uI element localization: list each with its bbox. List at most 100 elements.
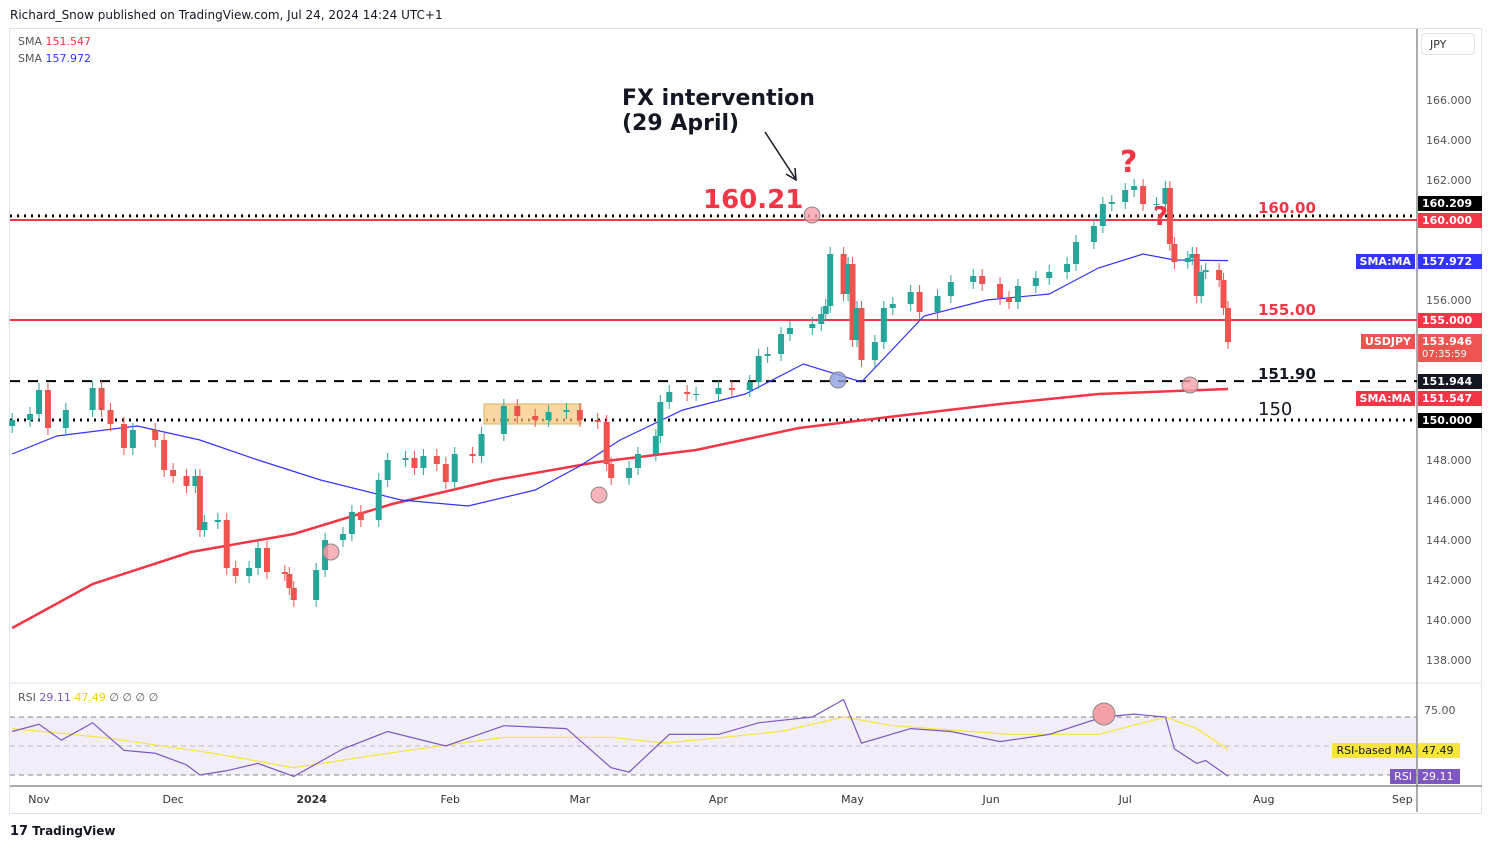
legend-value: ∅ ∅ ∅ ∅ bbox=[109, 691, 159, 704]
price-tag: 157.972 bbox=[1418, 254, 1482, 269]
highlight-circle bbox=[803, 206, 821, 224]
x-tick-label: Dec bbox=[162, 793, 183, 806]
candle-body bbox=[979, 276, 986, 284]
y-tick-label: 138.000 bbox=[1426, 654, 1472, 667]
candle-body bbox=[728, 388, 735, 390]
candle-body bbox=[934, 296, 941, 312]
candle-body bbox=[889, 304, 896, 308]
candle-body bbox=[715, 388, 722, 394]
candle-body bbox=[348, 512, 355, 534]
legend-rsi: RSI 29.11 47.49 ∅ ∅ ∅ ∅ bbox=[18, 691, 158, 704]
legend-label: RSI bbox=[18, 691, 36, 704]
candle-body bbox=[375, 480, 382, 520]
legend-value: 29.11 bbox=[39, 691, 71, 704]
y-tick-label: 144.000 bbox=[1426, 534, 1472, 547]
annotation-fx-intervention: FX intervention bbox=[622, 86, 815, 111]
candle-body bbox=[755, 356, 762, 382]
candle-body bbox=[1225, 308, 1232, 342]
candle-body bbox=[500, 406, 507, 434]
candle-body bbox=[880, 308, 887, 342]
annotation-151-90: 151.90 bbox=[1258, 365, 1316, 383]
candle-body bbox=[845, 264, 852, 294]
candle-body bbox=[27, 414, 34, 420]
candle-body bbox=[478, 434, 485, 456]
rsi-label-tag: RSI-based MA bbox=[1332, 743, 1416, 758]
y-tick-label: 140.000 bbox=[1426, 614, 1472, 627]
candle-body bbox=[827, 254, 834, 306]
highlight-circle bbox=[590, 486, 608, 504]
y-tick-label: 146.000 bbox=[1426, 494, 1472, 507]
candle-body bbox=[608, 464, 615, 478]
candle-body bbox=[858, 308, 865, 360]
candle-body bbox=[997, 284, 1004, 298]
candle-body bbox=[666, 392, 673, 402]
candle-body bbox=[1162, 188, 1169, 204]
annotation-peak: 160.21 bbox=[703, 185, 803, 215]
x-tick-label: Jul bbox=[1118, 793, 1132, 806]
candle-body bbox=[626, 468, 633, 478]
candle-body bbox=[9, 420, 16, 426]
currency-button[interactable]: JPY bbox=[1421, 33, 1475, 55]
candle-body bbox=[1216, 270, 1223, 280]
candle-body bbox=[170, 470, 177, 476]
candle-body bbox=[1184, 258, 1191, 262]
rsi-value-tag: 47.49 bbox=[1418, 743, 1460, 758]
candle-body bbox=[545, 412, 552, 420]
legend-sma200: SMA 151.547 bbox=[18, 35, 91, 48]
y-tick-label: 166.000 bbox=[1426, 94, 1472, 107]
candle-body bbox=[281, 572, 288, 574]
legend-label: SMA bbox=[18, 52, 42, 65]
candle-body bbox=[786, 328, 793, 334]
candle-body bbox=[89, 388, 96, 410]
x-tick-label: Apr bbox=[709, 793, 729, 806]
candle-body bbox=[1198, 272, 1205, 296]
candle-body bbox=[684, 392, 691, 394]
highlight-circle bbox=[322, 543, 340, 561]
candle-body bbox=[1140, 186, 1147, 204]
candle-body bbox=[107, 410, 114, 424]
highlight-circle bbox=[829, 371, 847, 389]
candle-body bbox=[36, 390, 42, 414]
sma200-line bbox=[11, 387, 1229, 630]
candle-body bbox=[947, 282, 954, 296]
x-tick-label: Aug bbox=[1253, 793, 1274, 806]
arrow-head-icon bbox=[785, 167, 797, 182]
candle-body bbox=[840, 254, 847, 294]
highlight-circle bbox=[1092, 702, 1116, 726]
candle-body bbox=[1220, 280, 1227, 308]
candle-body bbox=[420, 456, 427, 468]
candle-body bbox=[822, 306, 829, 314]
annotation-fx-date: (29 April) bbox=[622, 111, 739, 136]
candle-body bbox=[1099, 204, 1106, 226]
candle-body bbox=[183, 476, 190, 486]
candle-body bbox=[339, 534, 346, 540]
candle-body bbox=[809, 324, 816, 328]
price-tag: 151.547 bbox=[1418, 391, 1482, 406]
legend-label: SMA bbox=[18, 35, 42, 48]
candle-body bbox=[1171, 244, 1178, 262]
price-tag: 150.000 bbox=[1418, 413, 1482, 428]
annotation-150: 150 bbox=[1258, 399, 1292, 420]
candle-body bbox=[232, 568, 239, 576]
candle-body bbox=[129, 430, 136, 448]
annotation-160: 160.00 bbox=[1258, 199, 1316, 217]
annotation-question: ? bbox=[1120, 145, 1137, 180]
candle-body bbox=[196, 476, 203, 530]
candle-body bbox=[192, 476, 199, 486]
candle-body bbox=[442, 464, 449, 482]
candle-body bbox=[1014, 286, 1021, 302]
y-tick-label: 162.000 bbox=[1426, 174, 1472, 187]
candle-body bbox=[532, 416, 539, 420]
candle-body bbox=[290, 588, 297, 600]
y-tick-label: 164.000 bbox=[1426, 134, 1472, 147]
candle-body bbox=[849, 264, 856, 340]
price-tag: 151.944 bbox=[1418, 374, 1482, 389]
candle-body bbox=[871, 342, 878, 360]
candle-body bbox=[246, 568, 253, 576]
candle-body bbox=[778, 334, 785, 354]
legend-value: 151.547 bbox=[45, 35, 92, 48]
tradingview-logo[interactable]: 𝟭𝟳 TradingView bbox=[10, 824, 116, 839]
candle-body bbox=[411, 458, 418, 468]
countdown: 07:35:59 bbox=[1422, 349, 1467, 360]
